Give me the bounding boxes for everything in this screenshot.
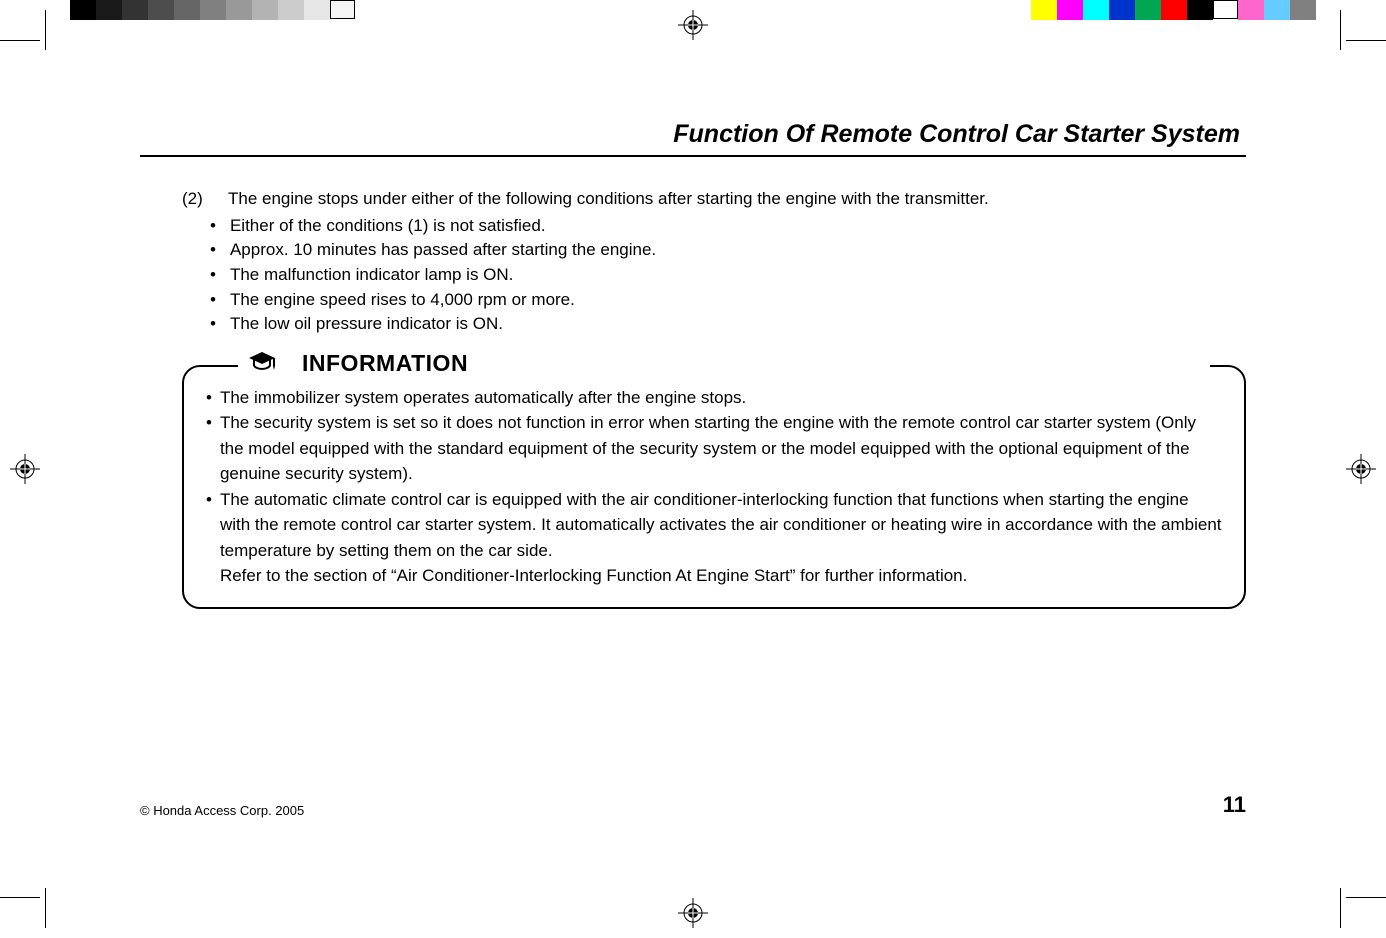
condition-list: Either of the conditions (1) is not sati… [210,214,1246,337]
color-swatch [1290,0,1316,20]
color-swatch [1031,0,1057,20]
crop-mark-tr [1326,20,1386,80]
registration-mark-left [10,454,40,484]
item-text: The engine stops under either of the fol… [228,187,989,212]
item-number: (2) [182,187,210,212]
crop-mark-br [1326,858,1386,918]
gray-swatch [304,0,330,20]
page-number: 11 [1223,792,1246,818]
condition-item: The engine speed rises to 4,000 rpm or m… [210,288,1246,313]
condition-item: Approx. 10 minutes has passed after star… [210,238,1246,263]
information-callout: INFORMATION The immobilizer system opera… [182,365,1246,609]
gray-swatch [200,0,226,20]
title-rule [140,155,1246,157]
gray-swatch [122,0,148,20]
page-footer: © Honda Access Corp. 2005 11 [140,792,1246,818]
gray-swatch [148,0,174,20]
numbered-item: (2) The engine stops under either of the… [182,187,1246,212]
gray-swatch [252,0,278,20]
info-item: The automatic climate control car is equ… [206,487,1222,589]
gray-swatch [226,0,252,20]
info-header: INFORMATION [244,350,1204,377]
color-swatch [1187,0,1213,20]
info-item: The security system is set so it does no… [206,410,1222,487]
color-swatch [1109,0,1135,20]
color-swatch [1264,0,1290,20]
gray-swatch [70,0,96,20]
gray-swatch [96,0,122,20]
gray-swatch [174,0,200,20]
crop-mark-tl [0,20,60,80]
info-item: The immobilizer system operates automati… [206,385,1222,411]
condition-item: Either of the conditions (1) is not sati… [210,214,1246,239]
gray-calibration-bar [70,0,355,20]
info-list: The immobilizer system operates automati… [206,385,1222,589]
body-text: (2) The engine stops under either of the… [182,187,1246,337]
color-swatch [1083,0,1109,20]
registration-mark-bottom [678,898,708,928]
color-swatch [1057,0,1083,20]
color-swatch [1213,0,1238,19]
color-swatch [1161,0,1187,20]
gray-swatch [278,0,304,20]
copyright-text: © Honda Access Corp. 2005 [140,803,304,818]
registration-mark-top [678,10,708,40]
color-calibration-bar [1031,0,1316,20]
condition-item: The malfunction indicator lamp is ON. [210,263,1246,288]
crop-mark-bl [0,858,60,918]
section-title: Function Of Remote Control Car Starter S… [140,120,1246,149]
color-swatch [1135,0,1161,20]
color-swatch [1238,0,1264,20]
registration-mark-right [1346,454,1376,484]
condition-item: The low oil pressure indicator is ON. [210,312,1246,337]
page-content: Function Of Remote Control Car Starter S… [140,120,1246,818]
graduation-cap-icon [244,350,280,377]
info-heading: INFORMATION [294,350,476,377]
gray-swatch [330,0,355,19]
